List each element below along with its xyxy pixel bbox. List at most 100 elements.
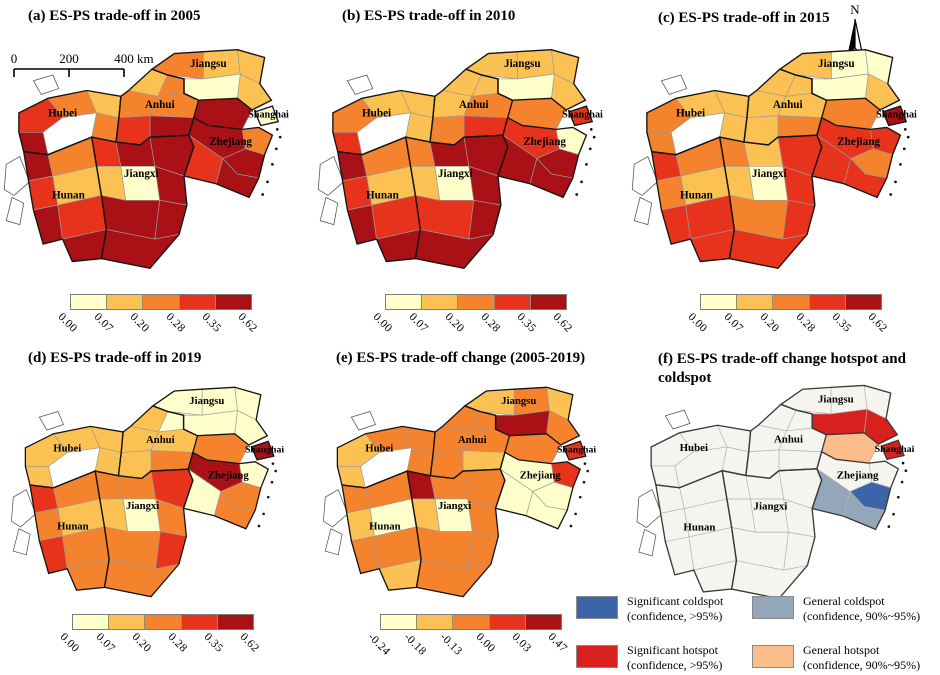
panel-title-e: (e) ES-PS trade-off change (2005-2019) [336, 350, 586, 366]
island-dot [899, 162, 902, 166]
legend-label-gen_hot: General hotspot (confidence, 90%~95%) [803, 643, 921, 672]
colorbar-segment [217, 615, 254, 629]
colorbar-segment [179, 295, 216, 309]
colorbar-tick: 0.28 [478, 311, 503, 335]
colorbar-tick: 0.28 [163, 311, 188, 335]
colorbar-tick: 0.20 [127, 311, 152, 335]
neighbor-region-outline [11, 489, 37, 528]
colorbar-segment [458, 295, 495, 309]
colorbar-e: -0.24 -0.18 -0.13 0.00 0.03 0.47 [366, 614, 570, 675]
province-outline [562, 440, 587, 461]
district-cell [155, 531, 187, 570]
island-dot [900, 480, 904, 484]
island-dot [902, 147, 906, 151]
province-label-jiangxi: Jiangxi [752, 168, 787, 180]
hotspot-legend: Significant coldspot (confidence, >95%) G… [576, 594, 940, 673]
island-dot [262, 512, 265, 516]
colorbar-tick: 0.62 [550, 311, 575, 335]
island-dot [261, 193, 265, 196]
province-label-jiangxi: Jiangxi [126, 500, 159, 512]
province-outline [494, 451, 582, 530]
neighbor-region-outline [32, 74, 60, 95]
province-label-hunan: Hunan [52, 189, 86, 201]
province-outline [880, 439, 905, 461]
scale-bar-line [13, 68, 125, 77]
province-label-hunan: Hunan [680, 189, 714, 201]
legend-item-sig_cold: Significant coldspot (confidence, >95%) [576, 594, 752, 623]
province-label-anhui: Anhui [774, 433, 803, 445]
colorbar-segment [422, 295, 459, 309]
panel-title-a: (a) ES-PS trade-off in 2005 [28, 8, 201, 24]
province-label-hubei: Hubei [680, 442, 708, 454]
map-d: Jiangsu Anhui Shanghai Hubei Zhejiang Jiangxi… [11, 386, 284, 598]
island-dot [271, 462, 275, 465]
province-outline [151, 386, 269, 446]
district-cell [468, 199, 502, 240]
colorbar-tick: 0.07 [91, 311, 116, 335]
colorbar-tick: 0.00 [473, 631, 498, 655]
colorbar-tick: 0.28 [793, 311, 818, 335]
province-label-zhejiang: Zhejiang [209, 136, 252, 148]
scale-tick-0: 0 [11, 51, 18, 66]
province-label-hubei: Hubei [53, 443, 81, 455]
island-dot [582, 480, 586, 484]
colorbar-tick: 0.00 [57, 631, 82, 655]
province-label-jiangsu: Jiangsu [504, 58, 541, 70]
colorbar-ramp [70, 294, 252, 310]
island-dot [275, 128, 279, 131]
province-label-jiangxi: Jiangxi [438, 500, 471, 512]
colorbar-tick: 0.07 [721, 311, 746, 335]
neighbor-region-outline [319, 196, 339, 226]
legend-label-sig_hot: Significant hotspot (confidence, >95%) [627, 643, 723, 672]
province-outline [811, 450, 900, 531]
neighbor-region-outline [3, 156, 31, 196]
island-dot [592, 135, 596, 139]
colorbar-a: 0.00 0.07 0.20 0.28 0.35 0.62 [56, 294, 260, 356]
neighbor-region-outline [12, 528, 31, 556]
legend-swatch-gen_hot [752, 645, 794, 669]
legend-item-gen_cold: General coldspot (confidence, 90%~95%) [752, 594, 940, 623]
colorbar-tick: 0.35 [829, 311, 854, 335]
province-label-shanghai: Shanghai [875, 444, 915, 455]
north-arrow: N [838, 3, 872, 64]
legend-swatch-sig_hot [576, 645, 618, 669]
island-dot [266, 495, 270, 499]
island-dot [589, 128, 593, 131]
province-label-zhejiang: Zhejiang [523, 136, 566, 148]
province-label-jiangsu: Jiangsu [818, 58, 855, 70]
colorbar-tick: 0.00 [55, 311, 80, 335]
colorbar-segment [71, 295, 108, 309]
colorbar-segment [143, 295, 180, 309]
province-label-anhui: Anhui [773, 99, 803, 111]
scale-tick-400: 400 [114, 51, 134, 66]
colorbar-tick: 0.00 [370, 311, 395, 335]
district-cell [467, 531, 499, 570]
colorbar-segment [701, 295, 738, 309]
island-dot [574, 512, 577, 516]
colorbar-segment [530, 295, 567, 309]
colorbar-segment [489, 615, 526, 629]
province-label-jiangsu: Jiangsu [818, 394, 854, 406]
province-label-anhui: Anhui [458, 434, 487, 446]
neighbor-region-outline [350, 411, 377, 431]
colorbar-ramp [72, 614, 254, 630]
district-cell [778, 449, 823, 472]
panel-title-f: (f) ES-PS trade-off change hotspot and c… [658, 351, 906, 387]
map-b: Jiangsu Anhui Shanghai Hubei Zhejiang Jiangxi… [317, 49, 603, 270]
province-label-hunan: Hunan [683, 521, 715, 533]
colorbar-tick: 0.35 [514, 311, 539, 335]
island-dot [892, 512, 895, 516]
province-label-hubei: Hubei [362, 108, 391, 120]
island-dot [274, 147, 278, 151]
province-outline [464, 49, 587, 111]
colorbar-segment [525, 615, 562, 629]
province-label-jiangxi: Jiangxi [124, 168, 159, 180]
province-outline [183, 116, 274, 199]
colorbar-tick: 0.03 [509, 631, 534, 655]
colorbar-c: 0.00 0.07 0.20 0.28 0.35 0.62 [686, 294, 890, 356]
district-cell [150, 450, 194, 472]
province-outline [567, 105, 594, 127]
island-dot [585, 162, 588, 166]
province-label-hubei: Hubei [676, 108, 705, 120]
island-dot [278, 135, 282, 139]
